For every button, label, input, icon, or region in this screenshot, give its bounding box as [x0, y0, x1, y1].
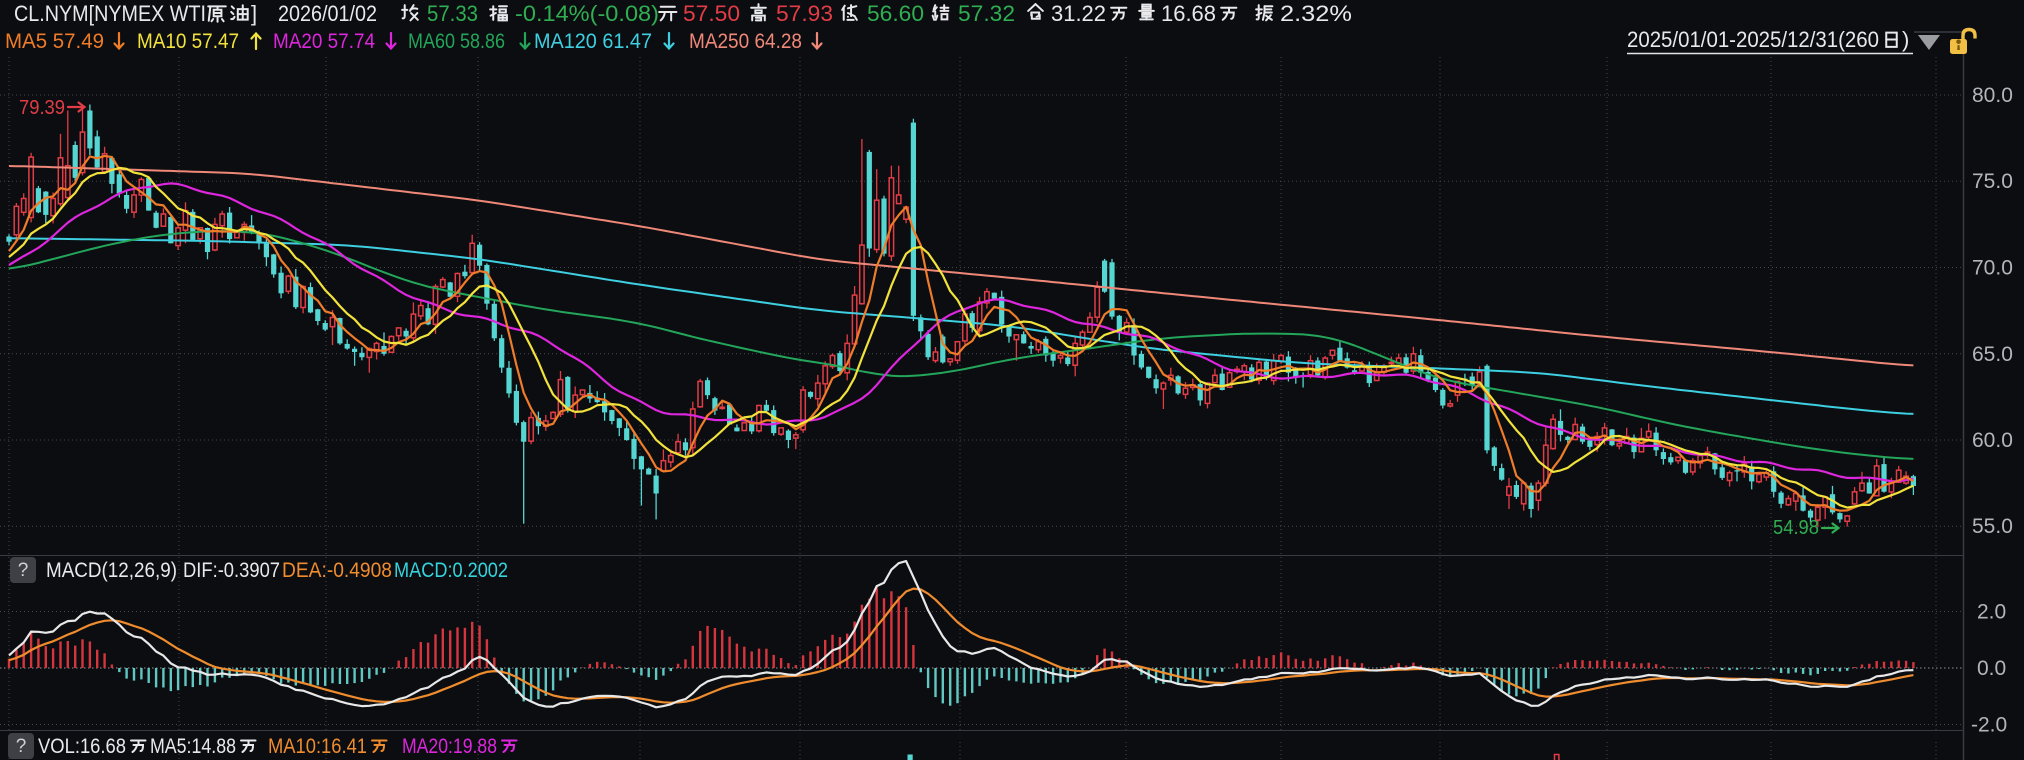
svg-text:MA10:16.41: MA10:16.41 — [268, 735, 367, 758]
svg-text:79.39: 79.39 — [19, 97, 65, 119]
svg-text:DEA:-0.4908: DEA:-0.4908 — [282, 559, 392, 582]
svg-text:VOL:16.68: VOL:16.68 — [38, 735, 126, 758]
svg-text:?: ? — [16, 736, 27, 757]
svg-text:60.0: 60.0 — [1972, 429, 2013, 452]
svg-text:16.68: 16.68 — [1161, 1, 1216, 26]
svg-text:54.98: 54.98 — [1773, 517, 1819, 539]
svg-text:2.32%: 2.32% — [1280, 1, 1352, 26]
svg-text:57.33: 57.33 — [427, 1, 478, 26]
svg-text:57.93: 57.93 — [776, 1, 833, 26]
svg-text:MA250 64.28: MA250 64.28 — [689, 30, 802, 53]
svg-text:75.0: 75.0 — [1972, 170, 2013, 193]
svg-text:2.0: 2.0 — [1977, 601, 2006, 624]
svg-text:2025/01/01-2025/12/31(260: 2025/01/01-2025/12/31(260 — [1627, 27, 1879, 52]
svg-text:70.0: 70.0 — [1972, 257, 2013, 280]
svg-text:MA10 57.47: MA10 57.47 — [137, 30, 239, 53]
svg-text:57.32: 57.32 — [958, 1, 1015, 26]
svg-text:55.0: 55.0 — [1972, 515, 2013, 538]
svg-text:?: ? — [18, 560, 29, 581]
svg-text:-0.14%(-0.08): -0.14%(-0.08) — [515, 1, 659, 26]
svg-text:MA60 58.86: MA60 58.86 — [408, 30, 505, 53]
svg-text:DIF:-0.3907: DIF:-0.3907 — [183, 559, 280, 582]
svg-text:MA120 61.47: MA120 61.47 — [534, 30, 652, 53]
svg-text:): ) — [1902, 27, 1909, 52]
svg-text:CL.NYM[NYMEX WTI: CL.NYM[NYMEX WTI — [14, 1, 206, 26]
svg-text:MACD(12,26,9): MACD(12,26,9) — [46, 559, 177, 582]
svg-text:0.0: 0.0 — [1977, 657, 2006, 680]
svg-text:2026/01/02: 2026/01/02 — [278, 1, 377, 26]
svg-text:57.50: 57.50 — [683, 1, 740, 26]
svg-text:80.0: 80.0 — [1972, 84, 2013, 107]
svg-text:56.60: 56.60 — [867, 1, 924, 26]
svg-text:MA20:19.88: MA20:19.88 — [402, 735, 497, 758]
svg-text:-2.0: -2.0 — [1971, 714, 2007, 737]
svg-text:]: ] — [251, 1, 257, 26]
svg-text:MA5 57.49: MA5 57.49 — [5, 30, 104, 53]
svg-text:MA20 57.74: MA20 57.74 — [273, 30, 375, 53]
svg-text:65.0: 65.0 — [1972, 343, 2013, 366]
svg-text:MACD:0.2002: MACD:0.2002 — [394, 559, 508, 582]
svg-text:31.22: 31.22 — [1051, 1, 1106, 26]
svg-text:MA5:14.88: MA5:14.88 — [150, 735, 236, 758]
